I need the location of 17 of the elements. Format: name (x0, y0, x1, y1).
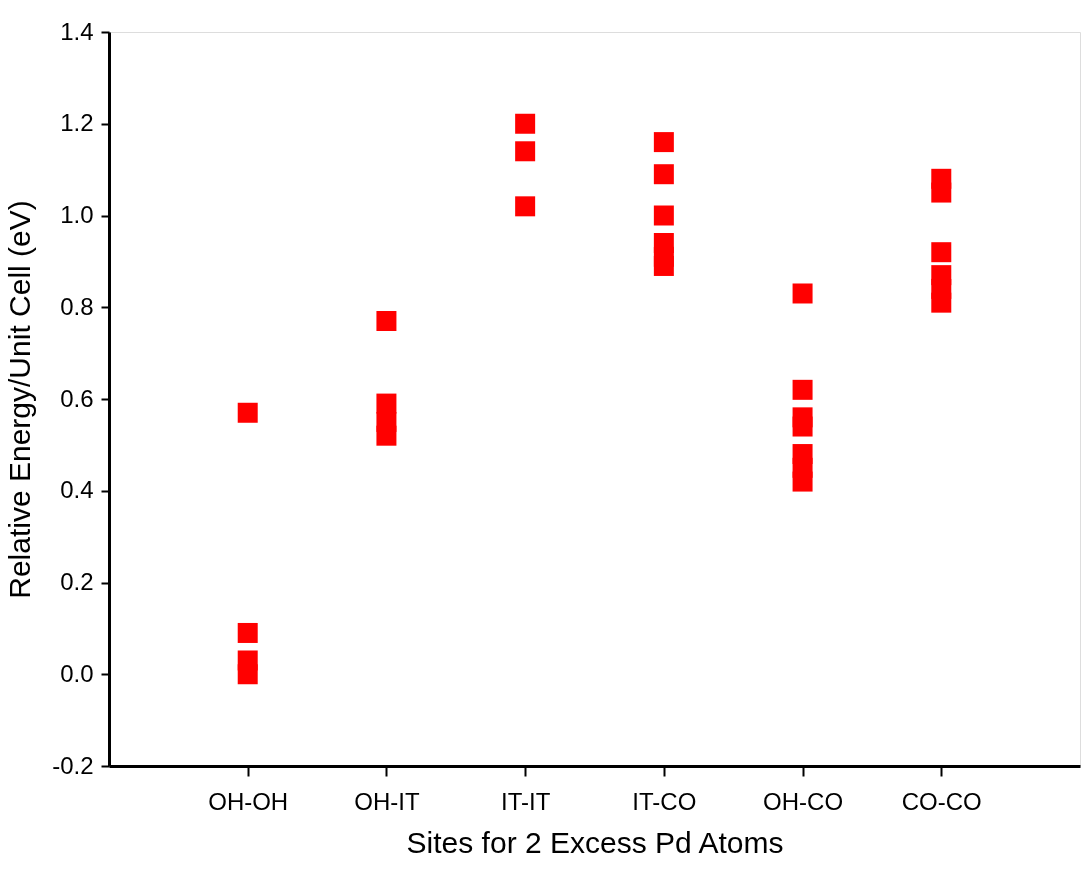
y-tick-label: 0.4 (60, 476, 94, 504)
x-tick-label: OH-CO (763, 787, 844, 815)
y-tick-label: 1.4 (60, 17, 94, 45)
y-axis-title: Relative Energy/Unit Cell (eV) (3, 200, 37, 599)
y-tick-label: 0.6 (60, 384, 94, 412)
x-tick-label: CO-CO (901, 787, 982, 815)
x-axis-title: Sites for 2 Excess Pd Atoms (406, 825, 784, 859)
x-tick-label: OH-OH (208, 787, 289, 815)
y-tick-label: 1.2 (60, 109, 94, 137)
y-tick-label: 1.0 (60, 201, 94, 228)
y-tick-label: 0.8 (60, 292, 94, 320)
y-tick-label: 0.2 (60, 568, 94, 595)
y-tick-label: -0.2 (52, 751, 94, 779)
x-tick-label: IT-IT (500, 787, 551, 815)
x-tick-label: IT-CO (632, 787, 697, 815)
x-tick-label: OH-IT (354, 787, 420, 815)
y-tick-label: 0.0 (60, 659, 94, 687)
